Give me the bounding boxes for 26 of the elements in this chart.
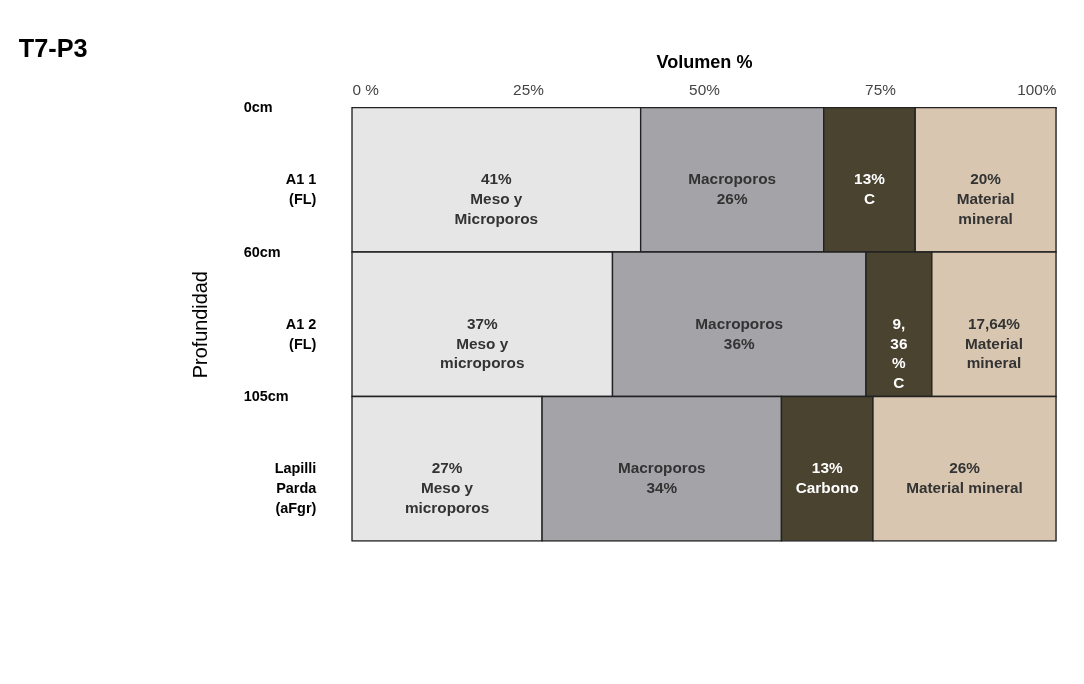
text: 105cm [243, 387, 289, 404]
data-label: 13% Carbono [795, 459, 859, 497]
y-axis-title: Profundidad [188, 271, 211, 379]
data-label: Macroporos 36% [695, 314, 784, 352]
x-tick-label: 100% [1017, 81, 1057, 99]
data-label: 13% C [854, 170, 886, 208]
y-tick-label: Lapilli Parda (aFgr) [274, 460, 318, 516]
x-tick-label: 25% [513, 81, 545, 99]
data-label: 26% Material mineral [906, 459, 1023, 497]
data-label: Macroporos 34% [617, 459, 706, 497]
x-tick-label: 0 % [352, 81, 380, 99]
data-label: 37% Meso y microporos [440, 314, 525, 372]
x-tick-label: 75% [865, 81, 897, 99]
x-axis-title: Volumen % [656, 52, 753, 73]
y-tick-label: A1 1 (FL) [285, 171, 317, 208]
data-label: 27% Meso y microporos [404, 459, 490, 516]
y-tick-label: A1 2 (FL) [285, 315, 317, 352]
data-label: 9, 36 % C [890, 314, 908, 392]
x-tick-label: 50% [689, 81, 721, 99]
data-label: Macroporos 26% [688, 170, 777, 208]
data-label: 41% Meso y Microporos [454, 170, 539, 228]
text: 0cm [243, 99, 273, 116]
text: T7-P3 [18, 34, 88, 63]
data-label: 20% Material mineral [956, 170, 1015, 228]
data-label: 17,64% Material mineral [964, 314, 1023, 372]
text: 60cm [243, 243, 281, 260]
